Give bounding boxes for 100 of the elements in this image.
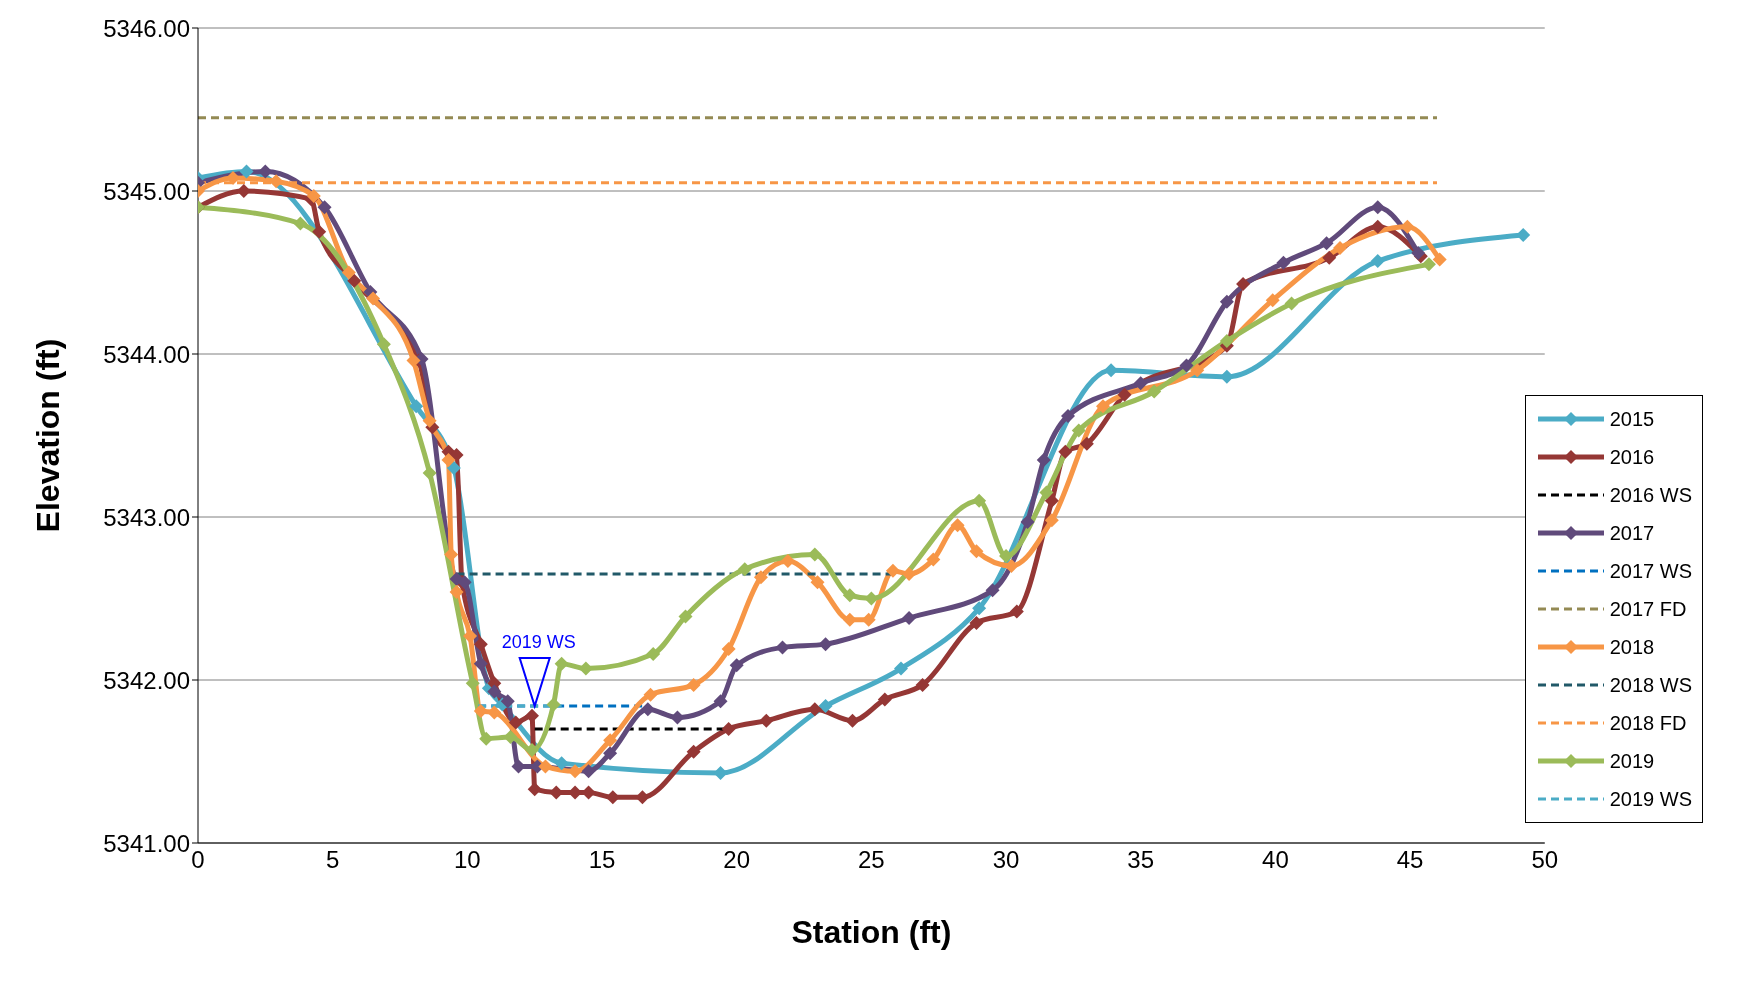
point	[1060, 408, 1075, 423]
point	[444, 547, 459, 562]
y-tick-label: 5342.00	[103, 666, 190, 694]
point	[603, 746, 618, 761]
point	[581, 764, 596, 779]
point	[422, 413, 437, 428]
point	[737, 562, 752, 577]
y-tick-label: 5345.00	[103, 177, 190, 205]
point	[341, 265, 356, 280]
x-tick-label: 40	[1262, 846, 1289, 874]
point	[527, 782, 542, 797]
point	[1400, 219, 1415, 234]
point	[546, 697, 561, 712]
point	[1039, 485, 1054, 500]
point	[1411, 245, 1426, 260]
point	[269, 174, 284, 189]
point	[568, 764, 583, 779]
point	[524, 708, 539, 723]
point	[1284, 296, 1299, 311]
point	[646, 646, 661, 661]
point	[293, 216, 308, 231]
point	[902, 567, 917, 582]
point	[366, 291, 381, 306]
point	[1319, 236, 1334, 251]
point	[258, 164, 273, 179]
point	[972, 601, 987, 616]
point	[640, 702, 655, 717]
point	[441, 452, 456, 467]
point	[508, 715, 523, 730]
point	[1117, 387, 1132, 402]
point	[554, 656, 569, 671]
point	[449, 584, 464, 599]
point	[1004, 558, 1019, 573]
point	[877, 692, 892, 707]
point	[578, 661, 593, 676]
point	[1516, 228, 1531, 243]
point	[885, 563, 900, 578]
point	[463, 628, 478, 643]
point	[686, 744, 701, 759]
point	[312, 224, 327, 239]
point	[713, 694, 728, 709]
x-axis-title: Station (ft)	[791, 914, 952, 950]
point	[446, 461, 461, 476]
point	[780, 554, 795, 569]
point	[487, 705, 502, 720]
point	[807, 547, 822, 562]
legend-label: 2019 WS	[1609, 787, 1692, 811]
point	[670, 710, 685, 725]
point	[1044, 513, 1059, 528]
point	[950, 518, 965, 533]
point	[926, 552, 941, 567]
point	[465, 676, 480, 691]
annotation: 2019 WS	[501, 632, 576, 653]
point	[635, 790, 650, 805]
point	[775, 640, 790, 655]
x-tick-label: 0	[191, 846, 205, 874]
point	[1432, 252, 1447, 267]
point	[1058, 444, 1073, 459]
point	[1179, 358, 1194, 373]
point	[969, 544, 984, 559]
point	[807, 702, 822, 717]
point	[842, 612, 857, 627]
x-tick-label: 20	[723, 846, 751, 874]
point	[347, 273, 362, 288]
y-tick-label: 5344.00	[103, 340, 190, 368]
point	[861, 612, 876, 627]
point	[538, 759, 553, 774]
point	[969, 615, 984, 630]
point	[902, 611, 917, 626]
x-tick-label: 35	[1127, 846, 1155, 874]
point	[894, 661, 908, 676]
point	[818, 637, 833, 652]
legend-label: 2016	[1609, 445, 1655, 469]
point	[1036, 452, 1051, 467]
point	[729, 658, 744, 673]
point	[753, 570, 768, 585]
x-tick-label: 45	[1396, 846, 1424, 874]
legend-label: 2018 FD	[1609, 711, 1687, 735]
y-axis-title: Elevation (ft)	[30, 338, 67, 533]
point	[1079, 436, 1094, 451]
y-tick-label: 5346.00	[103, 14, 190, 42]
point	[449, 448, 464, 463]
x-tick-label: 25	[858, 846, 885, 874]
point	[1370, 219, 1385, 234]
point	[713, 765, 728, 780]
point	[1147, 384, 1162, 399]
point	[239, 164, 254, 179]
x-tick-label: 30	[992, 846, 1020, 874]
legend-label: 2018 WS	[1609, 673, 1692, 697]
point	[473, 637, 488, 652]
point	[810, 575, 825, 590]
point	[1044, 493, 1059, 508]
point	[479, 731, 494, 746]
point	[1236, 276, 1251, 291]
point	[376, 337, 391, 352]
point	[1190, 363, 1205, 378]
point	[409, 399, 424, 414]
x-tick-label: 5	[325, 846, 340, 874]
point	[972, 493, 987, 508]
point	[915, 677, 930, 692]
